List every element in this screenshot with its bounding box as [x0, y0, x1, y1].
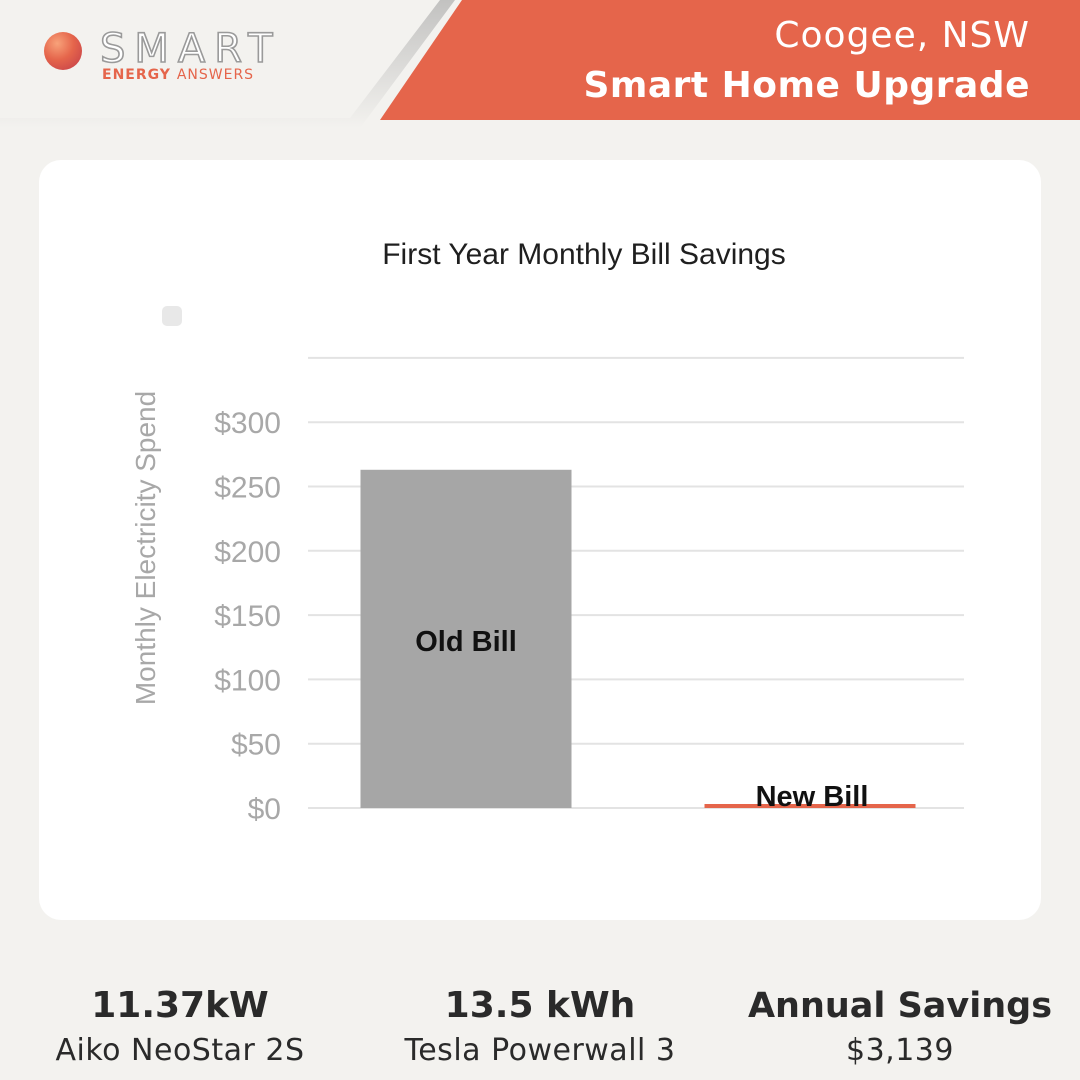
stat-solar-label: Aiko NeoStar 2S: [55, 1033, 305, 1068]
stat-savings-heading: Annual Savings: [747, 986, 1053, 1026]
bar-chart: $0 $50 $100 $150 $200 $250 $300 Monthly Electri…: [130, 356, 964, 826]
stat-battery: 13.5 kWh Tesla Powerwall 3: [390, 980, 690, 1070]
y-tick-label: $200: [214, 536, 281, 569]
stat-solar: 11.37kW Aiko NeoStar 2S: [30, 980, 330, 1070]
stat-savings: Annual Savings $3,139: [740, 980, 1060, 1070]
y-tick-label: $0: [248, 793, 281, 826]
bar: [360, 469, 572, 808]
y-tick-label: $50: [231, 729, 281, 762]
logo-tagline-energy: ENERGY: [102, 67, 171, 83]
bar-label: New Bill: [756, 781, 869, 813]
stats-row: 11.37kW Aiko NeoStar 2S 13.5 kWh Tesla P…: [0, 980, 1080, 1080]
logo-tagline: ENERGY ANSWERS: [102, 67, 254, 83]
header-location: Coogee, NSW: [774, 15, 1030, 56]
stat-solar-value: 11.37kW: [91, 985, 269, 1026]
stat-battery-value: 13.5 kWh: [444, 985, 636, 1026]
chart-card: First Year Monthly Bill Savings $0 $50 $10…: [39, 160, 1041, 920]
legend-marker: [162, 306, 182, 326]
chart-title: First Year Monthly Bill Savings: [382, 238, 786, 271]
bar-label: Old Bill: [415, 626, 517, 658]
stat-savings-amount: $3,139: [846, 1033, 954, 1068]
header-banner: [380, 0, 1080, 120]
logo-tagline-answers: ANSWERS: [176, 67, 255, 83]
y-tick-label: $150: [214, 600, 281, 633]
y-axis-label: Monthly Electricity Spend: [130, 391, 161, 705]
brand-logo: SMART ENERGY ANSWERS: [44, 25, 314, 88]
stat-battery-label: Tesla Powerwall 3: [404, 1033, 676, 1068]
logo-wordmark: SMART: [99, 25, 282, 73]
bar: [704, 804, 916, 808]
logo-orb-icon: [44, 32, 82, 70]
y-tick-label: $100: [214, 664, 281, 697]
y-tick-label: $250: [214, 472, 281, 505]
header-title: Smart Home Upgrade: [583, 65, 1030, 106]
y-tick-label: $300: [214, 407, 281, 440]
header-text: Coogee, NSW Smart Home Upgrade: [583, 12, 1030, 112]
